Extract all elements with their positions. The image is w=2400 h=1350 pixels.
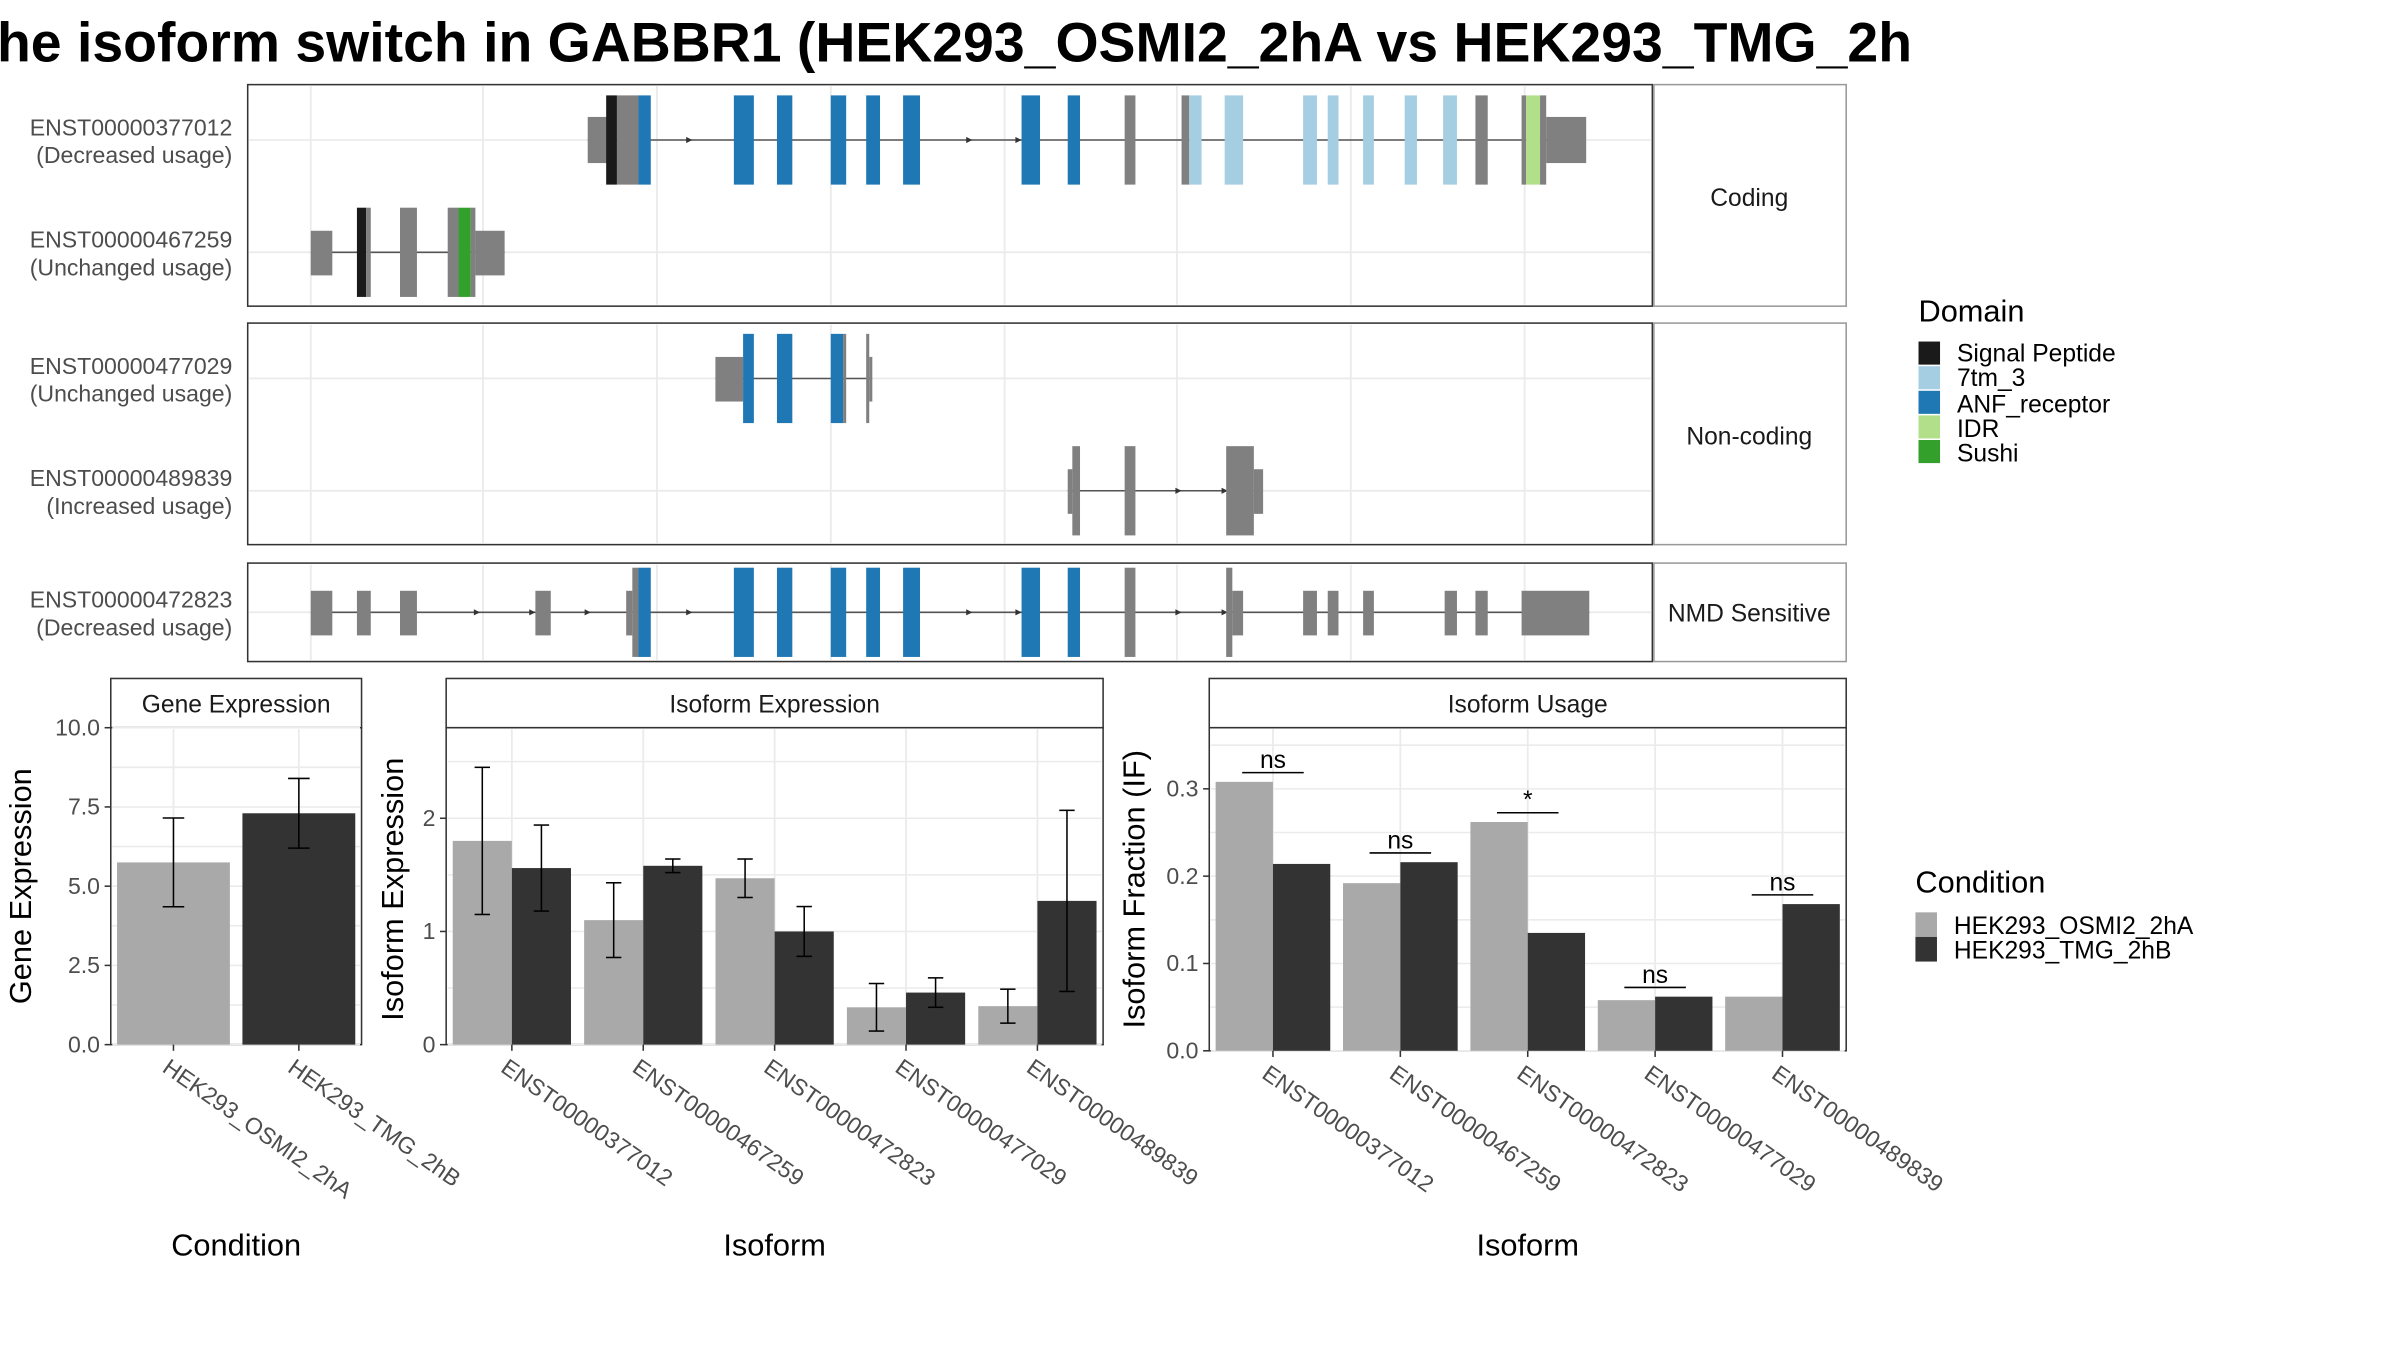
legend-swatch-signal-peptide xyxy=(1918,341,1941,365)
significance-label: ns xyxy=(1260,747,1286,774)
y-tick-label: 0.2 xyxy=(1166,863,1198,889)
y-tick-label: 0.3 xyxy=(1166,776,1198,802)
significance-label: ns xyxy=(1770,869,1796,896)
bar xyxy=(1725,996,1783,1051)
y-tick-label: 5.0 xyxy=(68,873,100,899)
legend-swatch-idr xyxy=(1918,415,1941,439)
condition-legend: Condition HEK293_OSMI2_2hA HEK293_TMG_2h… xyxy=(1915,864,2194,964)
y-tick-label: 1 xyxy=(423,918,436,944)
bar xyxy=(1215,781,1273,1051)
panel-strip-title: Gene Expression xyxy=(142,691,331,718)
transcript-usage: (Increased usage) xyxy=(46,493,232,519)
bar xyxy=(1597,1000,1656,1051)
transcript-labels: ENST00000377012 (Decreased usage) ENST00… xyxy=(30,114,233,640)
transcript-usage: (Unchanged usage) xyxy=(30,381,233,407)
legend-swatch-anf-receptor xyxy=(1918,390,1941,414)
legend-label: 7tm_3 xyxy=(1957,365,2025,392)
bar xyxy=(242,813,356,1045)
legend-label: HEK293_OSMI2_2hA xyxy=(1954,913,2194,940)
bar xyxy=(643,865,703,1045)
bar xyxy=(1343,883,1401,1051)
y-axis-title: Isoform Expression xyxy=(375,758,410,1021)
legend-label: ANF_receptor xyxy=(1957,391,2110,418)
transcript-model-ENST00000489839 xyxy=(1067,446,1264,536)
y-tick-label: 0.0 xyxy=(1166,1037,1198,1063)
legend-swatch-cond-a xyxy=(1915,912,1937,937)
strip xyxy=(110,677,363,729)
x-axis-title: Condition xyxy=(171,1227,301,1262)
transcript-model-ENST00000477029 xyxy=(715,333,873,424)
transcript-usage: (Unchanged usage) xyxy=(30,254,233,280)
y-tick-label: 7.5 xyxy=(68,794,100,820)
domain-legend-title: Domain xyxy=(1919,294,2025,329)
legend-label: Sushi xyxy=(1957,441,2019,468)
y-tick-label: 2 xyxy=(423,805,436,831)
y-axis-title: Isoform Fraction (IF) xyxy=(1117,750,1152,1029)
bar xyxy=(1272,863,1331,1051)
isoform-expression-chart: Isoform Expression Isoform Isoform Expre… xyxy=(375,677,1203,1262)
y-tick-label: 0.0 xyxy=(68,1031,100,1057)
bar xyxy=(1782,904,1840,1051)
transcript-model-ENST00000472823 xyxy=(310,567,1590,657)
x-axis-title: Isoform xyxy=(723,1227,826,1262)
y-tick-label: 10.0 xyxy=(55,714,100,740)
y-tick-label: 0.1 xyxy=(1166,950,1198,976)
structure-panel-noncoding: Non-coding xyxy=(246,322,1847,546)
x-axis-title: Isoform xyxy=(1476,1227,1579,1262)
figure-title: he isoform switch in GABBR1 (HEK293_OSMI… xyxy=(0,12,1912,74)
y-tick-label: 2.5 xyxy=(68,952,100,978)
transcript-usage: (Decreased usage) xyxy=(36,142,232,168)
transcript-usage: (Decreased usage) xyxy=(36,614,232,640)
transcript-id: ENST00000477029 xyxy=(30,353,233,379)
significance-label: ns xyxy=(1642,962,1668,989)
isoform-usage-chart: Isoform Usage Isoform Isoform Fraction (… xyxy=(1117,677,1948,1262)
transcript-id: ENST00000467259 xyxy=(30,227,233,253)
y-axis-title: Gene Expression xyxy=(3,768,38,1004)
y-tick-label: 0 xyxy=(423,1031,436,1057)
facet-label-nmd: NMD Sensitive xyxy=(1668,601,1831,628)
bar xyxy=(1655,996,1713,1051)
transcript-model-ENST00000377012 xyxy=(587,95,1587,185)
legend-swatch-sushi xyxy=(1918,440,1941,464)
transcript-id: ENST00000472823 xyxy=(30,587,233,613)
transcript-id: ENST00000489839 xyxy=(30,465,233,491)
transcript-id: ENST00000377012 xyxy=(30,114,233,140)
bar xyxy=(715,878,775,1045)
legend-swatch-7tm3 xyxy=(1918,366,1941,390)
transcript-model-ENST00000467259 xyxy=(310,207,505,297)
panel-strip-title: Isoform Usage xyxy=(1448,691,1608,718)
significance-label: * xyxy=(1523,787,1533,814)
facet-label-coding: Coding xyxy=(1710,185,1788,212)
panel-strip-title: Isoform Expression xyxy=(669,691,880,718)
bar xyxy=(1527,932,1586,1051)
condition-legend-title: Condition xyxy=(1915,864,2045,899)
legend-label: IDR xyxy=(1957,416,1999,443)
gene-expression-chart: Gene Expression Condition Gene Expressio… xyxy=(3,677,466,1262)
strip xyxy=(1208,677,1847,729)
legend-label: Signal Peptide xyxy=(1957,341,2116,368)
domain-legend: Domain Signal Peptide 7tm_3 ANF_receptor… xyxy=(1918,294,2116,468)
facet-label-noncoding: Non-coding xyxy=(1686,424,1812,451)
legend-label: HEK293_TMG_2hB xyxy=(1954,937,2172,964)
bar xyxy=(1400,862,1458,1051)
significance-label: ns xyxy=(1387,827,1413,854)
bar xyxy=(1470,822,1528,1051)
legend-swatch-cond-b xyxy=(1915,936,1937,962)
